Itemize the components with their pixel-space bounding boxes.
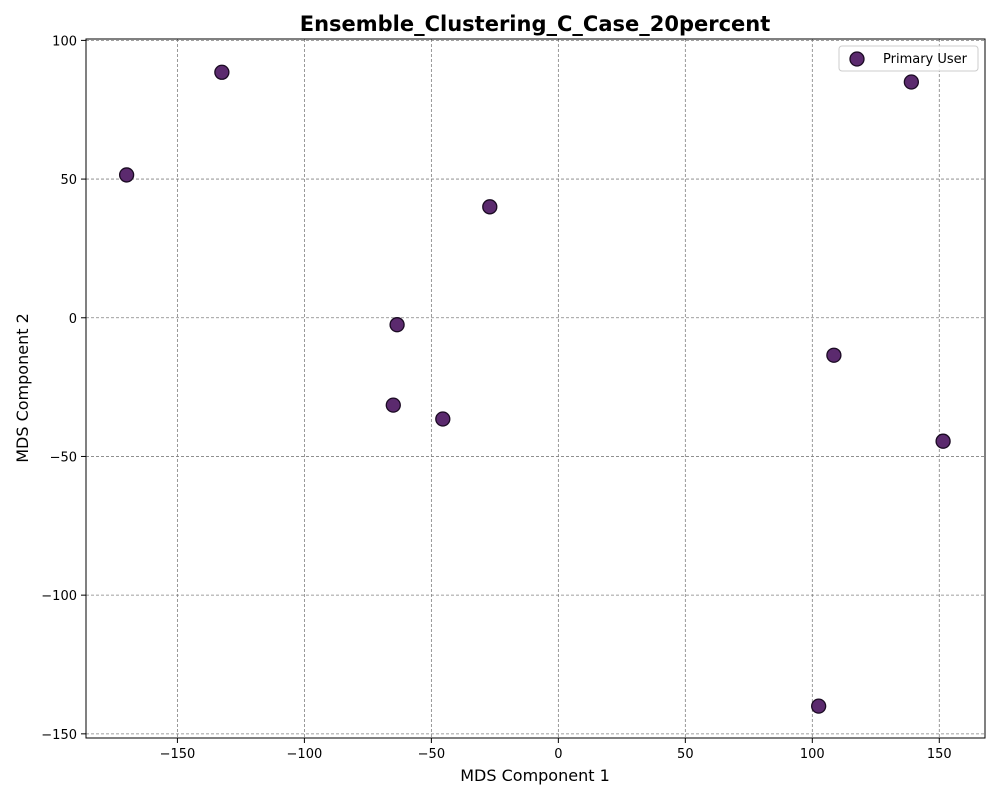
data-point bbox=[118, 167, 135, 183]
data-points bbox=[118, 64, 951, 714]
y-tick-label: 0 bbox=[69, 312, 77, 327]
grid-lines bbox=[86, 39, 985, 738]
data-point bbox=[935, 433, 951, 449]
plot-frame bbox=[85, 38, 986, 739]
y-tick-label: 50 bbox=[60, 173, 77, 188]
legend-marker bbox=[849, 51, 865, 67]
legend-label: Primary User bbox=[883, 52, 968, 67]
y-tick-label: −100 bbox=[41, 589, 77, 604]
legend-box bbox=[838, 45, 979, 72]
x-tick-label: 100 bbox=[800, 747, 825, 762]
legend: Primary User bbox=[838, 45, 979, 72]
data-point bbox=[214, 64, 230, 80]
y-tick-label: 100 bbox=[52, 34, 77, 49]
data-point bbox=[389, 317, 405, 333]
x-tick-label: −100 bbox=[287, 747, 323, 762]
data-point bbox=[482, 199, 498, 215]
x-tick-label: 50 bbox=[677, 747, 694, 762]
y-tick-label: −50 bbox=[50, 450, 77, 465]
x-tick-label: −150 bbox=[160, 747, 196, 762]
chart-title: Ensemble_Clustering_C_Case_20percent bbox=[300, 12, 771, 36]
x-tick-label: 150 bbox=[927, 747, 952, 762]
y-axis-label: MDS Component 2 bbox=[13, 313, 32, 463]
data-point bbox=[826, 347, 842, 363]
x-tick-label: 0 bbox=[554, 747, 562, 762]
x-tick-label: −50 bbox=[418, 747, 445, 762]
y-tick-label: −150 bbox=[41, 728, 77, 743]
x-axis-label: MDS Component 1 bbox=[460, 766, 610, 785]
data-point bbox=[385, 397, 401, 413]
data-point bbox=[903, 74, 920, 90]
data-point bbox=[811, 698, 827, 714]
data-point bbox=[435, 411, 451, 427]
axis-ticks: −150 −100 −50 0 50 100 150 −150 −100 −50 0 50 100 bbox=[41, 34, 951, 762]
